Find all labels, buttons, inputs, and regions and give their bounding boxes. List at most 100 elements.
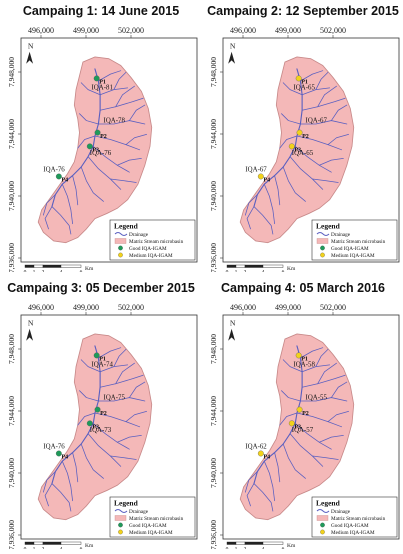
- legend-title: Legend: [114, 499, 139, 508]
- map-svg: 496,000 499,000 502,000 7,948,000 7,944,000 7…: [209, 303, 400, 553]
- y-tick-label: 7,944,000: [209, 119, 218, 149]
- drainage-network: [42, 345, 147, 512]
- legend-item-label: Medium IQA-IGAM: [331, 253, 375, 259]
- scale-unit: Km: [287, 543, 296, 549]
- y-tick-label: 7,944,000: [209, 396, 218, 426]
- point-id-label: P3: [294, 148, 301, 154]
- point-id-label: P1: [99, 80, 106, 86]
- scale-label: 6: [282, 547, 285, 550]
- scale-label: 4: [262, 547, 265, 550]
- drainage-network: [244, 345, 349, 512]
- point-id-label: P4: [61, 455, 68, 461]
- iqa-value-label: IQA-81: [92, 85, 114, 92]
- y-tick-label: 7,940,000: [7, 181, 16, 211]
- iqa-value-label: IQA-75: [104, 394, 126, 401]
- iqa-value-label: IQA-57: [292, 427, 314, 434]
- point-id-label: P4: [263, 178, 270, 184]
- sample-point-p1: [295, 352, 302, 359]
- sample-point-p3: [86, 143, 93, 150]
- y-tick-label: 7,936,000: [7, 520, 16, 549]
- legend-item-label: Medium IQA-IGAM: [129, 253, 173, 259]
- scale-bar: 0 1 2 4 6Km: [226, 264, 296, 276]
- x-tick-label: 496,000: [28, 303, 54, 312]
- map-panel-1: Campaing 1: 14 June 2015 496,000 499,000 50…: [3, 2, 199, 276]
- map-svg: 496,000 499,000 502,000 7,948,000 7,944,000 7…: [7, 26, 198, 276]
- x-tick-label: 499,000: [73, 303, 99, 312]
- legend-item-label: Matriz Stream microbasin: [331, 239, 386, 245]
- map-panel-2: Campaing 2: 12 September 2015 496,000 499,…: [205, 2, 401, 276]
- legend-item-label: Drainage: [129, 509, 149, 515]
- x-tick-label: 496,000: [230, 303, 256, 312]
- y-tick-label: 7,940,000: [209, 181, 218, 211]
- point-id-label: P2: [302, 134, 309, 140]
- sample-point-p2: [296, 406, 303, 413]
- iqa-value-label: IQA-78: [104, 117, 126, 124]
- map-svg: 496,000 499,000 502,000 7,948,000 7,944,000 7…: [209, 26, 400, 276]
- map-area: 496,000 499,000 502,000 7,948,000 7,944,000 7…: [3, 24, 199, 276]
- sample-point-p4: [257, 450, 264, 457]
- scale-label: 0: [226, 270, 229, 273]
- basin-polygon: [239, 56, 355, 244]
- legend-item-label: Drainage: [331, 509, 351, 515]
- north-arrow-icon: [26, 328, 34, 341]
- legend-item-label: Drainage: [129, 232, 149, 238]
- north-arrow-icon: [26, 51, 34, 64]
- basin-polygon: [37, 333, 153, 521]
- map-area: 496,000 499,000 502,000 7,948,000 7,944,000 7…: [205, 301, 401, 553]
- basin-polygon: [239, 333, 355, 521]
- point-id-label: P1: [99, 357, 106, 363]
- x-tick-label: 502,000: [118, 303, 144, 312]
- scale-label: 1: [235, 547, 238, 550]
- point-id-label: P3: [294, 425, 301, 431]
- north-arrow-icon: [228, 51, 236, 64]
- point-id-label: P2: [302, 411, 309, 417]
- sample-point-p3: [288, 143, 295, 150]
- iqa-value-label: IQA-55: [306, 394, 328, 401]
- y-tick-label: 7,940,000: [7, 458, 16, 488]
- iqa-value-label: IQA-76: [43, 166, 65, 173]
- scale-label: 1: [33, 270, 36, 273]
- scale-unit: Km: [287, 266, 296, 272]
- legend-item-label: Drainage: [331, 232, 351, 238]
- north-label: N: [28, 41, 34, 50]
- scale-label: 6: [282, 270, 285, 273]
- scale-label: 2: [42, 547, 45, 550]
- x-tick-label: 502,000: [118, 26, 144, 35]
- scale-label: 6: [80, 270, 83, 273]
- legend-title: Legend: [316, 499, 341, 508]
- panel-title: Campaing 4: 05 March 2016: [221, 281, 385, 295]
- map-panel-3: Campaing 3: 05 December 2015 496,000 499,0…: [3, 279, 199, 553]
- sample-point-p1: [93, 352, 100, 359]
- basin-polygon: [37, 56, 153, 244]
- point-id-label: P3: [92, 425, 99, 431]
- scale-label: 4: [262, 270, 265, 273]
- map-area: 496,000 499,000 502,000 7,948,000 7,944,000 7…: [205, 24, 401, 276]
- iqa-value-label: IQA-58: [294, 362, 316, 369]
- sample-point-p4: [55, 450, 62, 457]
- legend-item-label: Good IQA-IGAM: [331, 523, 369, 529]
- iqa-value-label: IQA-76: [90, 150, 112, 157]
- y-tick-label: 7,936,000: [209, 520, 218, 549]
- iqa-value-label: IQA-62: [245, 443, 267, 450]
- scale-unit: Km: [85, 266, 94, 272]
- y-tick-label: 7,944,000: [7, 396, 16, 426]
- drainage-network: [244, 68, 349, 235]
- sample-point-p3: [288, 420, 295, 427]
- point-id-label: P1: [301, 80, 308, 86]
- drainage-network: [42, 68, 147, 235]
- y-tick-label: 7,944,000: [7, 119, 16, 149]
- y-tick-label: 7,948,000: [7, 334, 16, 364]
- legend-item-label: Matriz Stream microbasin: [331, 516, 386, 522]
- point-id-label: P2: [100, 411, 107, 417]
- sample-point-p2: [94, 406, 101, 413]
- scale-label: 0: [24, 547, 27, 550]
- sample-point-p2: [94, 129, 101, 136]
- sample-point-p4: [55, 173, 62, 180]
- scale-label: 4: [60, 547, 63, 550]
- north-arrow-icon: [228, 328, 236, 341]
- x-tick-label: 499,000: [73, 26, 99, 35]
